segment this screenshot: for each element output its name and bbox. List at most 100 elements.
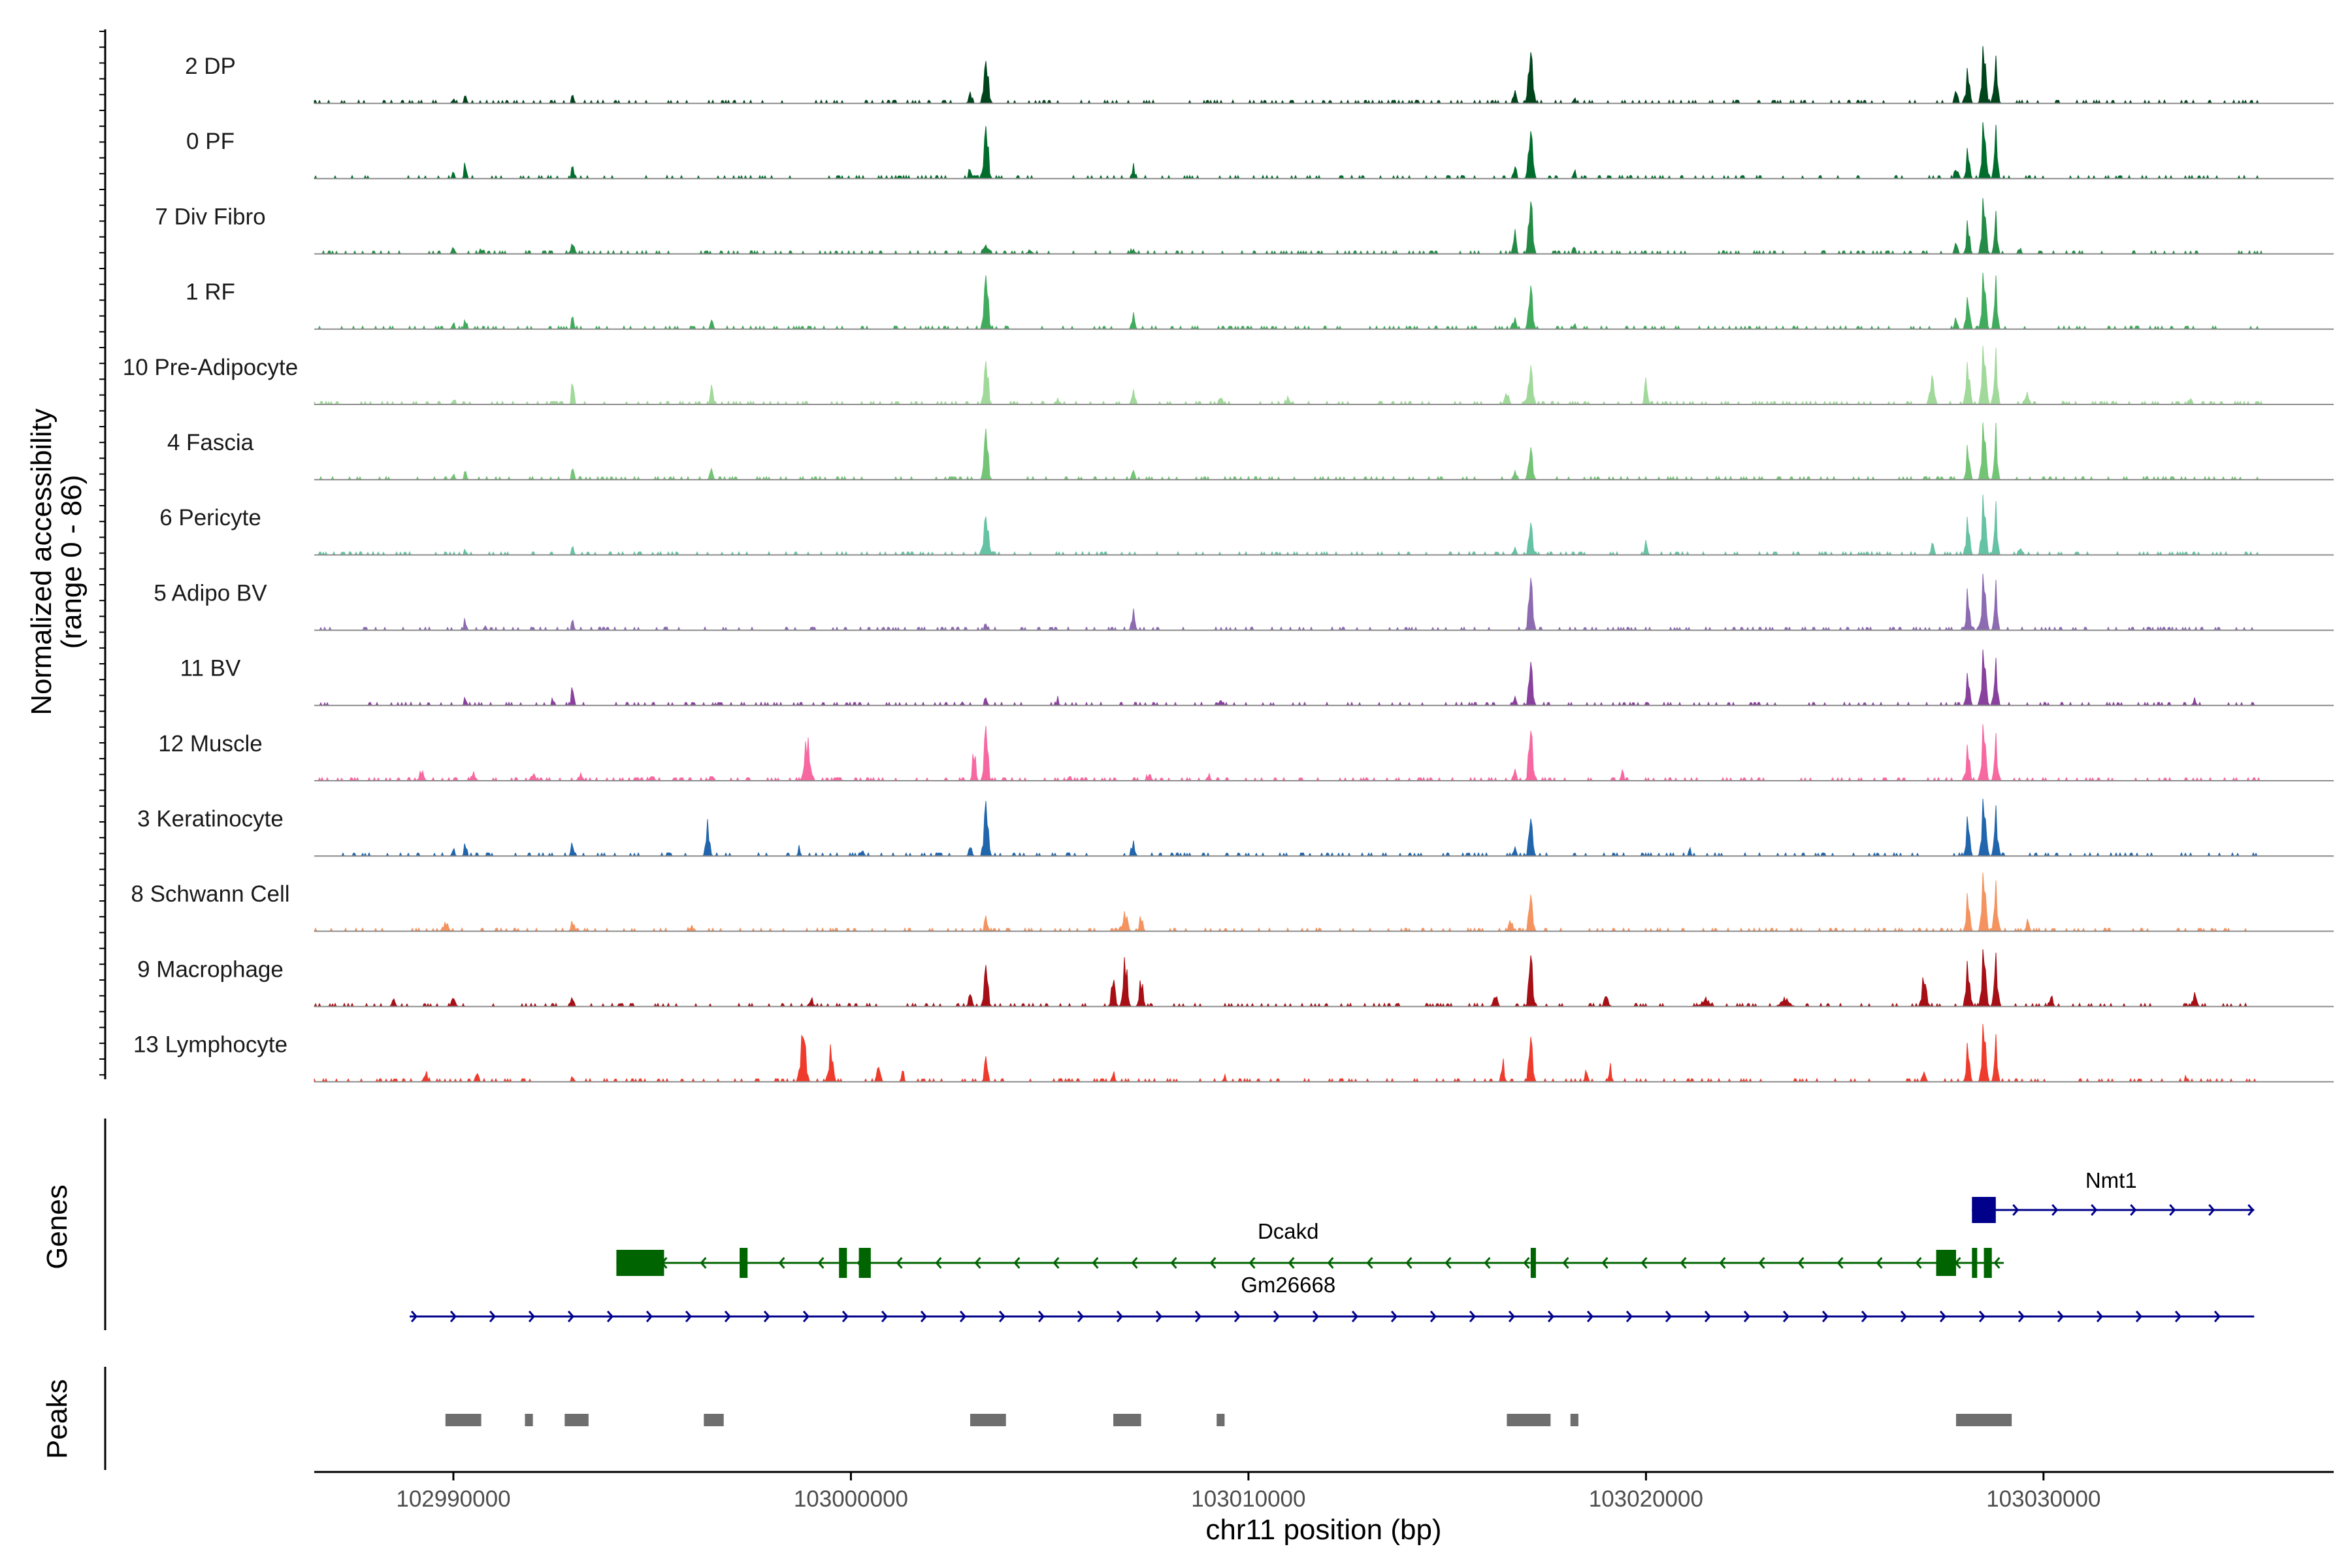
peaks-panel-label: Peaks — [41, 1379, 73, 1459]
x-tick-label: 103030000 — [1986, 1486, 2100, 1512]
coverage-area-9-macrophage — [314, 949, 2262, 1007]
strand-arrow — [1484, 1257, 1491, 1269]
strand-arrow — [528, 1311, 536, 1322]
peak-region — [525, 1414, 533, 1426]
strand-arrow — [1821, 1311, 1829, 1322]
track-label: 7 Div Fibro — [155, 204, 265, 229]
strand-arrow — [1915, 1257, 1922, 1269]
track-3-keratinocyte: 3 Keratinocyte — [137, 798, 2334, 857]
strand-arrow — [645, 1311, 653, 1322]
coverage-area-5-adipo-bv — [314, 574, 2262, 631]
track-label: 2 DP — [185, 54, 236, 79]
strand-arrow — [1978, 1311, 1986, 1322]
strand-arrow — [1116, 1311, 1124, 1322]
strand-arrow — [1249, 1257, 1256, 1269]
strand-arrow — [567, 1311, 575, 1322]
peak-region — [1955, 1414, 2012, 1426]
strand-arrow — [998, 1311, 1006, 1322]
track-label: 5 Adipo BV — [154, 580, 267, 606]
track-label: 8 Schwann Cell — [131, 881, 289, 907]
coverage-area-0-pf — [314, 122, 2262, 180]
strand-arrow — [724, 1311, 732, 1322]
coverage-area-11-bv — [314, 649, 2262, 707]
track-4-fascia: 4 Fascia — [167, 422, 2334, 481]
x-tick-label: 103010000 — [1191, 1486, 1305, 1512]
genes-panel-label: Genes — [41, 1184, 73, 1269]
strand-arrow — [2017, 1311, 2025, 1322]
strand-arrow — [1155, 1311, 1163, 1322]
exon — [858, 1248, 871, 1278]
strand-arrow — [763, 1311, 771, 1322]
strand-arrow — [2091, 1204, 2098, 1216]
strand-arrow — [1351, 1311, 1359, 1322]
strand-arrow — [2208, 1204, 2215, 1216]
strand-arrow — [1861, 1311, 1869, 1322]
strand-arrow — [1327, 1257, 1334, 1269]
coverage-area-13-lymphocyte — [314, 1024, 2262, 1083]
strand-arrow — [896, 1257, 903, 1269]
y-axis-title-line1: Normalized accessibility — [25, 408, 57, 715]
exon — [1972, 1197, 1996, 1223]
track-label: 1 RF — [186, 280, 235, 305]
strand-arrow — [1233, 1311, 1241, 1322]
coverage-area-2-dp — [314, 46, 2262, 105]
coverage-y-axis — [99, 29, 106, 1079]
strand-arrow — [1641, 1257, 1648, 1269]
strand-arrow — [1429, 1311, 1437, 1322]
strand-arrow — [974, 1257, 981, 1269]
track-label: 0 PF — [186, 129, 235, 154]
strand-arrow — [1209, 1257, 1217, 1269]
coverage-area-6-pericyte — [314, 495, 2262, 556]
exon — [839, 1248, 847, 1278]
strand-arrow — [2247, 1204, 2255, 1216]
strand-arrow — [1680, 1257, 1687, 1269]
coverage-area-8-schwann-cell — [314, 872, 2262, 932]
coverage-area-12-muscle — [314, 724, 2262, 782]
track-13-lymphocyte: 13 Lymphocyte — [133, 1024, 2334, 1083]
strand-arrow — [881, 1311, 889, 1322]
peak-region — [970, 1414, 1006, 1426]
peak-region — [564, 1414, 589, 1426]
x-axis: chr11 position (bp) 102990000 103000000 10… — [314, 1471, 2334, 1546]
strand-arrow — [841, 1311, 849, 1322]
strand-arrow — [410, 1311, 418, 1322]
strand-arrow — [1273, 1311, 1281, 1322]
peak-region — [445, 1414, 482, 1426]
strand-arrow — [935, 1257, 942, 1269]
strand-arrow — [2096, 1311, 2104, 1322]
strand-arrow — [2057, 1311, 2065, 1322]
strand-arrow — [606, 1311, 614, 1322]
strand-arrow — [1194, 1311, 1202, 1322]
exon — [740, 1248, 748, 1278]
exon — [1936, 1250, 1956, 1276]
strand-arrow — [959, 1311, 967, 1322]
track-label: 4 Fascia — [167, 430, 254, 455]
strand-arrow — [700, 1257, 707, 1269]
strand-arrow — [920, 1311, 928, 1322]
exon — [616, 1250, 664, 1276]
y-axis-title: Normalized accessibility (range 0 - 86) — [25, 408, 88, 715]
track-9-macrophage: 9 Macrophage — [137, 949, 2334, 1007]
track-12-muscle: 12 Muscle — [158, 724, 2334, 782]
exon — [1984, 1248, 1992, 1278]
strand-arrow — [1562, 1257, 1569, 1269]
gene-nmt1: Nmt1 — [1972, 1168, 2255, 1223]
genes-panel: Genes Nmt1 Dcakd Gm26668 — [41, 1119, 2255, 1330]
strand-arrow — [1053, 1257, 1060, 1269]
coverage-tracks: 2 DP 0 PF 7 Div Fibro 1 RF 10 Pre-Adipocyte 4… — [123, 46, 2334, 1083]
strand-arrow — [1797, 1257, 1805, 1269]
track-2-dp: 2 DP — [185, 46, 2334, 105]
strand-arrow — [1601, 1257, 1609, 1269]
track-label: 13 Lymphocyte — [133, 1032, 287, 1058]
peak-region — [1217, 1414, 1225, 1426]
strand-arrow — [1837, 1257, 1844, 1269]
strand-arrow — [1993, 1257, 2001, 1269]
strand-arrow — [1077, 1311, 1085, 1322]
coverage-area-1-rf — [314, 272, 2262, 331]
strand-arrow — [2169, 1204, 2176, 1216]
strand-arrow — [1131, 1257, 1138, 1269]
strand-arrow — [2130, 1204, 2137, 1216]
peak-regions — [445, 1414, 2012, 1426]
strand-arrow — [817, 1257, 825, 1269]
strand-arrow — [2213, 1311, 2221, 1322]
